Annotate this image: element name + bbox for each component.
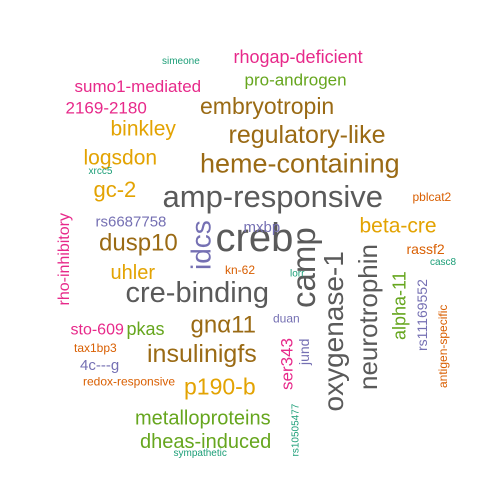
word-creb: creb	[215, 216, 294, 260]
word-redox-responsive: redox-responsive	[83, 374, 176, 389]
word-alpha-11: alpha-11	[389, 271, 410, 340]
word-sto-609: sto-609	[70, 321, 124, 339]
word-antigen-specific: antigen-specific	[436, 304, 450, 388]
word-dusp10: dusp10	[99, 229, 178, 257]
word-rs11169552: rs11169552	[414, 279, 430, 351]
word-gna11: gnα11	[190, 311, 256, 339]
word-rho-inhibitory: rho-inhibitory	[56, 213, 73, 306]
word-rassf2: rassf2	[406, 241, 445, 257]
word-insulinigfs: insulinigfs	[147, 340, 257, 368]
word-simeone: simeone	[162, 56, 200, 67]
word-regulatory-like: regulatory-like	[228, 121, 386, 149]
word-pkas: pkas	[126, 319, 165, 339]
word-amp-responsive: amp-responsive	[162, 179, 384, 214]
word-beta-cre: beta-cre	[359, 214, 437, 238]
word-neurotrophin: neurotrophin	[353, 244, 383, 390]
word-xrcc5: xrcc5	[88, 166, 113, 177]
word-dheas-induced: dheas-induced	[140, 431, 272, 453]
word-rs10505477: rs10505477	[290, 403, 302, 457]
word-sympathetic: sympathetic	[173, 448, 227, 459]
word-idcs: idcs	[185, 220, 217, 270]
word-heme-containing: heme-containing	[200, 148, 400, 179]
word-kn-62: kn-62	[225, 263, 256, 277]
word-tax1bp3: tax1bp3	[74, 341, 117, 355]
word-4c---g: 4c---g	[80, 357, 120, 374]
word-metalloproteins: metalloproteins	[135, 407, 271, 430]
word-gc-2: gc-2	[93, 177, 137, 202]
word-cre-binding: cre-binding	[125, 277, 269, 309]
word-embryotropin: embryotropin	[200, 93, 335, 119]
word-p190-b: p190-b	[184, 373, 256, 400]
word-pro-androgen: pro-androgen	[244, 70, 347, 90]
word-lorr: lorr	[290, 268, 305, 280]
word-mxbp: mxbp	[243, 219, 281, 236]
word-rhogap-deficient: rhogap-deficient	[233, 47, 363, 67]
word-2169-2180: 2169-2180	[65, 98, 147, 118]
word-jund: jund	[296, 338, 312, 365]
word-uhler: uhler	[110, 262, 155, 284]
word-pblcat2: pblcat2	[412, 190, 452, 204]
word-casc8: casc8	[430, 257, 457, 268]
word-oxygenase-1: oxygenase-1	[318, 251, 349, 412]
word-sumo1-mediated: sumo1-mediated	[74, 77, 202, 96]
word-logsdon: logsdon	[83, 146, 158, 170]
word-ser343: ser343	[277, 338, 297, 390]
word-binkley: binkley	[110, 117, 176, 141]
word-rs6687758: rs6687758	[95, 213, 167, 231]
word-duan: duan	[273, 311, 300, 326]
